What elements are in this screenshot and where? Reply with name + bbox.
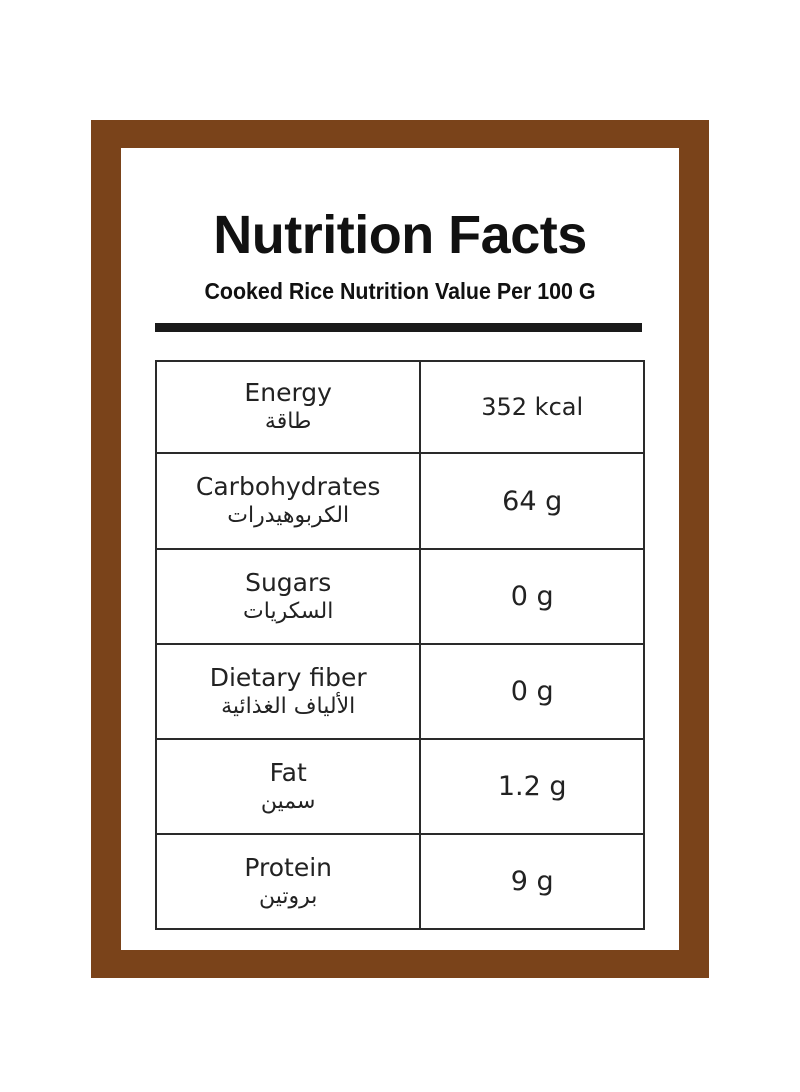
nutrient-name-cell: Carbohydrates الكربوهيدرات bbox=[154, 452, 422, 550]
nutrient-name-en: Dietary fiber bbox=[209, 662, 367, 692]
nutrient-name-cell: Fat سمين bbox=[154, 738, 422, 835]
subtitle: Cooked Rice Nutrition Value Per 100 G bbox=[204, 278, 596, 304]
nutrient-value: 1.2 g bbox=[497, 771, 567, 802]
nutrient-value-cell: 0 g bbox=[419, 548, 645, 645]
nutrient-value: 9 g bbox=[510, 866, 554, 897]
nutrient-name-en: Energy bbox=[244, 378, 332, 407]
nutrient-name-en: Sugars bbox=[245, 567, 332, 597]
nutrient-value-cell: 352 kcal bbox=[419, 360, 645, 454]
nutrient-value: 352 kcal bbox=[481, 393, 584, 421]
title-divider bbox=[155, 323, 642, 332]
nutrient-value-cell: 64 g bbox=[419, 452, 645, 550]
nutrient-name-ar: سمين bbox=[260, 788, 316, 814]
nutrient-value-cell: 9 g bbox=[419, 833, 645, 930]
nutrient-name-cell: Dietary fiber الألياف الغذائية bbox=[154, 643, 422, 740]
nutrient-value: 0 g bbox=[510, 581, 554, 612]
nutrient-name-ar: طاقة bbox=[264, 409, 312, 434]
table-row: Fat سمين 1.2 g bbox=[154, 738, 645, 835]
nutrient-name-ar: السكريات bbox=[243, 598, 334, 624]
nutrient-name-ar: الألياف الغذائية bbox=[221, 693, 356, 719]
table-row: Protein بروتين 9 g bbox=[154, 833, 645, 930]
nutrient-value: 0 g bbox=[510, 676, 554, 707]
page-title: Nutrition Facts bbox=[213, 205, 587, 265]
nutrient-name-cell: Sugars السكريات bbox=[154, 548, 422, 645]
nutrient-name-en: Carbohydrates bbox=[195, 472, 381, 501]
nutrient-value-cell: 0 g bbox=[419, 643, 645, 740]
table-row: Energy طاقة 352 kcal bbox=[154, 360, 645, 454]
nutrition-table: Energy طاقة 352 kcal Carbohydrates الكرب… bbox=[154, 360, 645, 930]
nutrient-name-ar: بروتين bbox=[258, 883, 318, 909]
table-row: Carbohydrates الكربوهيدرات 64 g bbox=[154, 452, 645, 550]
nutrient-name-cell: Protein بروتين bbox=[154, 833, 422, 930]
nutrient-name-en: Fat bbox=[269, 757, 307, 787]
nutrient-name-ar: الكربوهيدرات bbox=[227, 503, 350, 528]
nutrient-name-cell: Energy طاقة bbox=[154, 360, 422, 454]
nutrient-name-en: Protein bbox=[244, 852, 332, 882]
nutrient-value-cell: 1.2 g bbox=[419, 738, 645, 835]
nutrient-value: 64 g bbox=[502, 485, 563, 517]
table-row: Sugars السكريات 0 g bbox=[154, 548, 645, 645]
table-row: Dietary fiber الألياف الغذائية 0 g bbox=[154, 643, 645, 740]
